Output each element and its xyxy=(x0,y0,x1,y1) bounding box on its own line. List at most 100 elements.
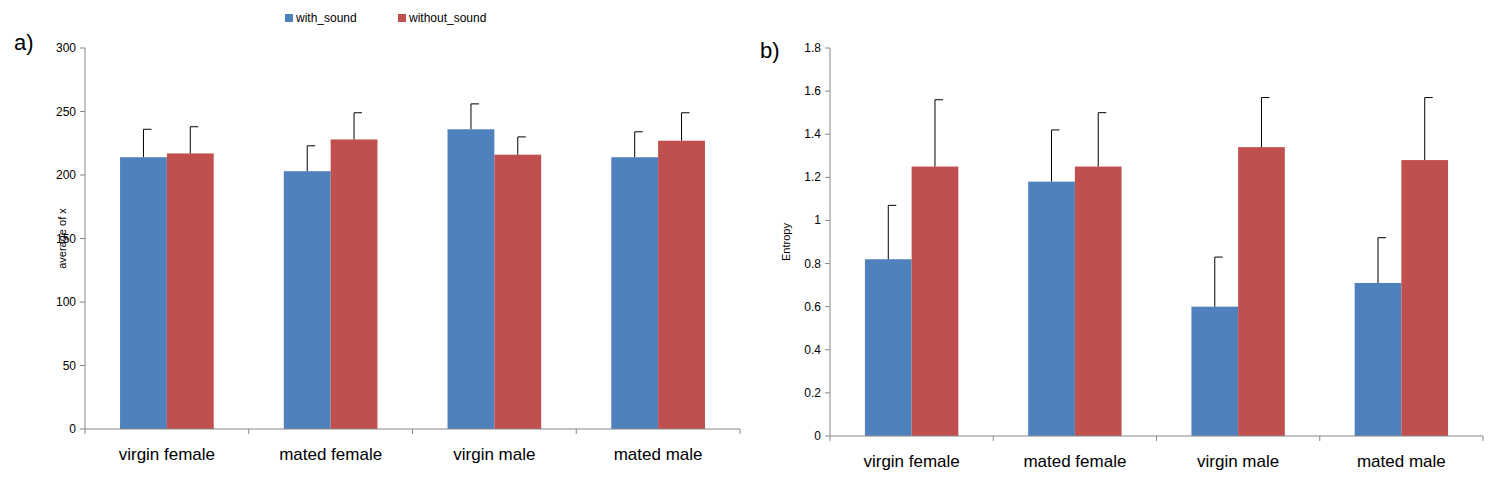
y-tick xyxy=(80,238,85,239)
error-cap xyxy=(1215,257,1223,258)
bar xyxy=(120,157,167,429)
error-stem xyxy=(190,127,191,154)
y-axis xyxy=(830,48,831,436)
y-tick xyxy=(825,177,830,178)
error-bar xyxy=(1215,257,1223,307)
error-cap xyxy=(518,136,526,137)
x-tick-label: virgin female xyxy=(863,452,959,471)
error-cap xyxy=(307,145,315,146)
y-tick xyxy=(80,111,85,112)
y-tick-label: 1.4 xyxy=(804,127,821,141)
y-tick xyxy=(80,175,85,176)
x-tick xyxy=(248,429,249,434)
error-bar xyxy=(518,137,526,155)
y-tick-label: 0 xyxy=(69,422,76,436)
bar xyxy=(167,153,214,429)
error-stem xyxy=(1424,98,1425,161)
y-tick xyxy=(825,48,830,49)
error-cap xyxy=(935,99,943,100)
error-bar xyxy=(143,129,151,157)
y-tick-label: 100 xyxy=(56,295,76,309)
legend-label: without_sound xyxy=(408,11,486,25)
error-bar xyxy=(471,104,479,129)
error-cap xyxy=(354,112,362,113)
x-tick xyxy=(1483,436,1484,441)
y-tick-label: 50 xyxy=(63,359,77,373)
x-tick-label: virgin female xyxy=(119,445,215,464)
error-stem xyxy=(888,205,889,259)
y-tick-label: 300 xyxy=(56,41,76,55)
bar xyxy=(1191,307,1238,436)
error-cap xyxy=(1098,112,1106,113)
x-tick-label: mated female xyxy=(1023,452,1126,471)
marks xyxy=(865,98,1448,436)
y-tick-label: 1.2 xyxy=(804,170,821,184)
x-tick-label: mated female xyxy=(279,445,382,464)
error-stem xyxy=(934,100,935,167)
bar xyxy=(1401,160,1448,436)
y-tick xyxy=(825,220,830,221)
y-tick xyxy=(80,48,85,49)
error-cap xyxy=(635,131,643,132)
error-bar xyxy=(935,100,943,167)
legend-label: with_sound xyxy=(295,11,357,25)
error-bar xyxy=(682,113,690,141)
y-tick-label: 0.2 xyxy=(804,386,821,400)
error-cap xyxy=(1378,237,1386,238)
x-tick xyxy=(740,429,741,434)
error-stem xyxy=(1261,98,1262,148)
legend: with_sound without_sound xyxy=(285,11,486,25)
x-tick-label: virgin male xyxy=(453,445,535,464)
y-tick xyxy=(80,429,85,430)
error-stem xyxy=(1214,257,1215,307)
error-bar xyxy=(1052,130,1060,182)
error-stem xyxy=(681,113,682,141)
x-tick xyxy=(412,429,413,434)
x-tick-label: mated male xyxy=(1357,452,1446,471)
y-tick-label: 200 xyxy=(56,168,76,182)
error-cap xyxy=(1261,97,1269,98)
error-stem xyxy=(143,129,144,157)
x-tick xyxy=(993,436,994,441)
error-stem xyxy=(634,132,635,157)
y-tick-label: 1.8 xyxy=(804,41,821,55)
error-bar xyxy=(307,146,315,171)
chart: b)00.20.40.60.811.21.41.61.8virgin femal… xyxy=(760,38,1483,471)
y-tick xyxy=(80,365,85,366)
panel-label: a) xyxy=(14,30,34,55)
x-tick xyxy=(1156,436,1157,441)
bar xyxy=(611,157,658,429)
error-stem xyxy=(470,104,471,129)
bar xyxy=(1028,182,1075,436)
x-tick-label: virgin male xyxy=(1197,452,1279,471)
bar xyxy=(912,167,959,436)
error-cap xyxy=(1052,129,1060,130)
x-tick xyxy=(830,436,831,441)
x-tick-label: mated male xyxy=(614,445,703,464)
y-tick xyxy=(825,91,830,92)
marks xyxy=(120,104,705,429)
y-tick xyxy=(825,134,830,135)
error-cap xyxy=(471,103,479,104)
error-bar xyxy=(190,127,198,154)
y-axis-label: average of x xyxy=(56,208,68,269)
y-tick xyxy=(825,436,830,437)
error-stem xyxy=(1098,113,1099,167)
error-cap xyxy=(682,112,690,113)
y-tick xyxy=(825,349,830,350)
error-bar xyxy=(1378,238,1386,283)
figure: a)050100150200250300virgin femalemated f… xyxy=(0,0,1503,479)
error-bar xyxy=(1098,113,1106,167)
bar xyxy=(1075,167,1122,436)
bar xyxy=(494,155,541,429)
error-bar xyxy=(888,205,896,259)
error-stem xyxy=(1378,238,1379,283)
error-cap xyxy=(143,129,151,130)
error-bar xyxy=(354,113,362,140)
error-stem xyxy=(517,137,518,155)
error-cap xyxy=(1425,97,1433,98)
chart: a)050100150200250300virgin femalemated f… xyxy=(14,11,740,464)
error-bar xyxy=(635,132,643,157)
y-tick xyxy=(825,263,830,264)
bar xyxy=(331,139,378,429)
